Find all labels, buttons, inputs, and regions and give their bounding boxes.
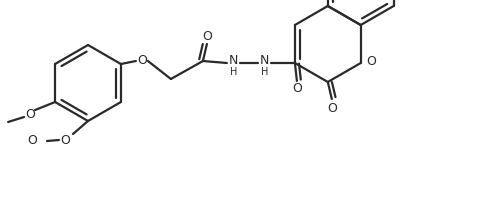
Text: O: O bbox=[202, 29, 212, 42]
Text: O: O bbox=[327, 103, 337, 116]
Text: N: N bbox=[229, 53, 239, 67]
Text: O: O bbox=[137, 55, 147, 67]
Text: O: O bbox=[25, 107, 35, 120]
Text: O: O bbox=[292, 82, 302, 95]
Text: N: N bbox=[260, 53, 270, 67]
Text: O: O bbox=[366, 55, 376, 67]
Text: H: H bbox=[230, 67, 238, 77]
Text: O: O bbox=[60, 135, 70, 147]
Text: H: H bbox=[261, 67, 269, 77]
Text: O: O bbox=[27, 135, 37, 147]
